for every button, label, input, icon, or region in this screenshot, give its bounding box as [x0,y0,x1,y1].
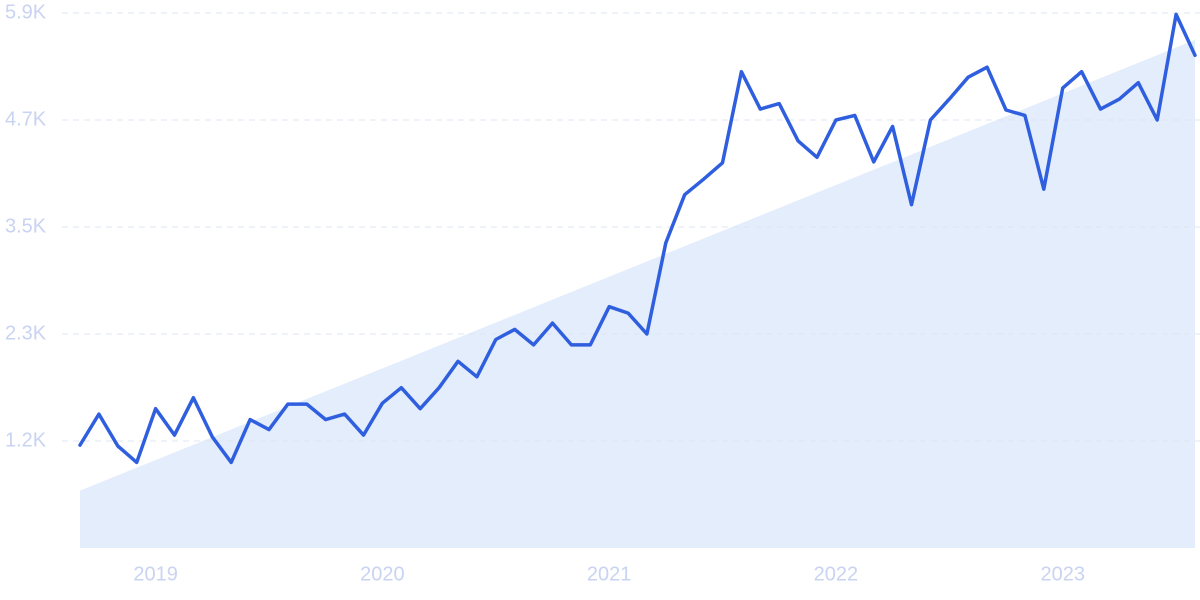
x-tick-label: 2022 [814,563,859,585]
y-tick-label: 1.2K [5,429,47,451]
y-tick-label: 2.3K [5,322,47,344]
y-tick-label: 3.5K [5,215,47,237]
y-tick-label: 5.9K [5,1,47,23]
line [78,12,1197,465]
x-tick-label: 2019 [133,563,178,585]
x-tick-label: 2023 [1040,563,1085,585]
x-tick-label: 2020 [360,563,405,585]
x-tick-label: 2021 [587,563,632,585]
y-tick-label: 4.7K [5,108,47,130]
trend-area [80,39,1195,548]
